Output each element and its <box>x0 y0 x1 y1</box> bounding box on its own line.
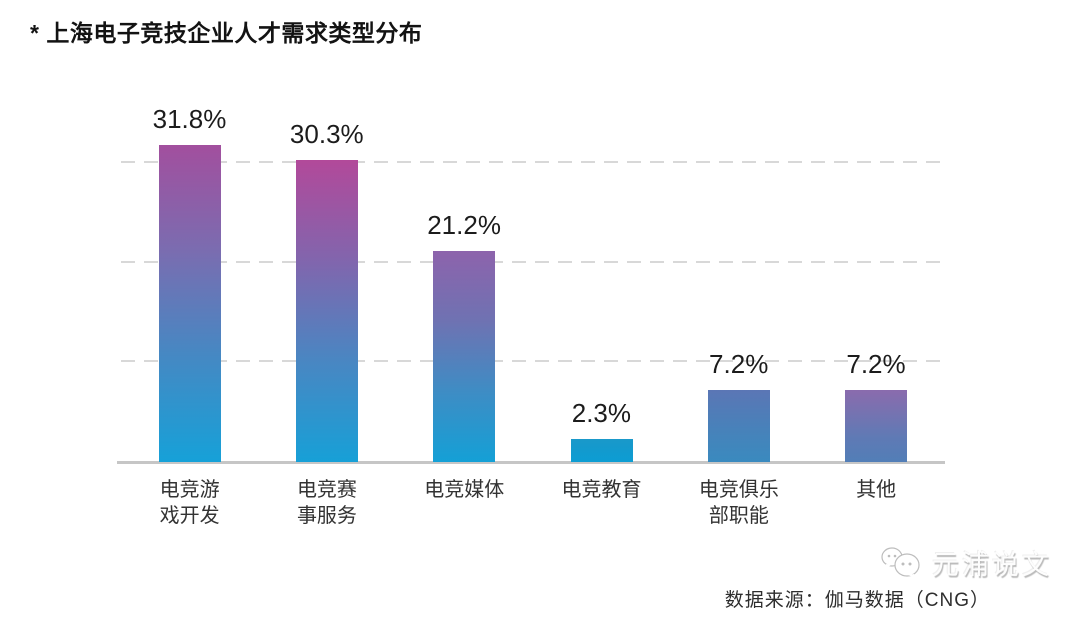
category-label: 电竞媒体 <box>424 479 505 501</box>
gridline <box>121 360 945 363</box>
category-label: 其他 <box>856 479 897 501</box>
bar <box>433 251 496 462</box>
page-title: * 上海电子竞技企业人才需求类型分布 <box>30 20 423 46</box>
bar <box>845 390 908 462</box>
bar-value-label: 31.8% <box>152 104 227 134</box>
bar <box>707 390 770 462</box>
watermark: 元浦说文 <box>878 543 1052 582</box>
source-credit: 数据来源：伽马数据（CNG） <box>724 590 990 611</box>
category-label: 电竞赛 事服务 <box>296 479 357 527</box>
gridline <box>121 260 945 263</box>
plot-area: 31.8% 30.3% 21.2% 2.3% 7.2% 7.2% <box>117 104 945 464</box>
bar <box>295 160 358 462</box>
bar-value-label: 21.2% <box>427 210 501 240</box>
x-axis-line <box>117 461 945 464</box>
watermark-text: 元浦说文 <box>932 550 1052 580</box>
category-label: 电竞游 戏开发 <box>159 479 220 527</box>
category-label: 电竞俱乐 部职能 <box>698 479 779 527</box>
bar <box>570 439 633 462</box>
gridline <box>121 160 945 163</box>
bar-value-label: 7.2% <box>709 349 769 379</box>
category-axis: 电竞游 戏开发 电竞赛 事服务 电竞媒体 电竞教育 电竞俱乐 部职能 其他 <box>121 477 945 529</box>
bar-value-label: 7.2% <box>846 349 906 379</box>
chat-faces-logo <box>881 546 920 579</box>
bar <box>158 145 221 462</box>
bar-value-label: 2.3% <box>571 398 632 428</box>
bar-value-label: 30.3% <box>289 119 364 149</box>
category-label: 电竞教育 <box>561 479 642 501</box>
